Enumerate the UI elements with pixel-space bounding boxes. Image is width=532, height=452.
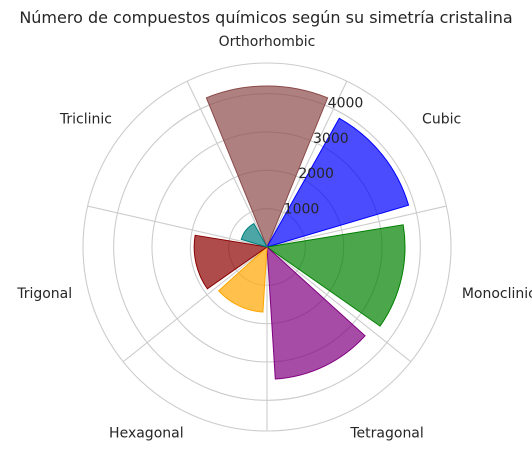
grid-spoke xyxy=(266,205,447,248)
grid-spoke xyxy=(122,246,268,363)
category-labels: Orthorhombic Cubic Monoclinic Tetragonal Hex… xyxy=(16,34,532,442)
grid-spoke xyxy=(87,205,268,248)
radial-tick-label: 1000 xyxy=(284,202,320,218)
radial-tick-label: 4000 xyxy=(328,95,364,111)
radial-tick-label: 3000 xyxy=(313,131,349,147)
bar-tetragonal xyxy=(266,245,366,380)
bars-group xyxy=(193,85,410,380)
category-label-triclinic: Triclinic xyxy=(59,112,112,128)
bar-hexagonal xyxy=(217,245,268,313)
category-label-orthorhombic: Orthorhombic xyxy=(219,34,316,50)
radial-ticks: 1000 2000 3000 4000 xyxy=(284,95,364,217)
category-label-tetragonal: Tetragonal xyxy=(349,426,423,442)
radial-tick-label: 2000 xyxy=(298,166,334,182)
bar-monoclinic xyxy=(265,224,406,327)
polar-grid xyxy=(82,62,452,432)
grid-spoke xyxy=(266,80,348,248)
grid-spoke xyxy=(266,246,412,363)
category-label-monoclinic: Monoclinic xyxy=(462,286,532,302)
category-label-cubic: Cubic xyxy=(422,112,461,128)
bar-triclinic xyxy=(240,222,269,248)
category-label-trigonal: Trigonal xyxy=(16,286,72,302)
bar-orthorhombic xyxy=(205,85,329,249)
bar-cubic xyxy=(265,117,410,248)
bar-trigonal xyxy=(193,234,269,290)
grid-spoke xyxy=(186,80,268,248)
chart-title: Número de compuestos químicos según su s… xyxy=(19,8,512,27)
category-label-hexagonal: Hexagonal xyxy=(109,426,184,442)
